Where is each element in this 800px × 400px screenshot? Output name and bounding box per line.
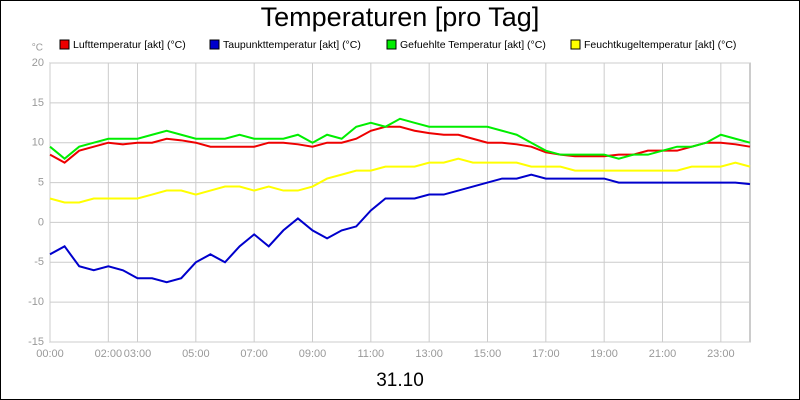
y-tick-label: -10 [28,296,44,308]
series-line [49,173,751,284]
subtitle: 31.10 [376,370,424,391]
x-tick-label: 05:00 [182,348,210,360]
legend-label: Gefuehlte Temperatur [akt] (°C) [400,39,546,51]
y-tick-label: 5 [38,176,44,188]
legend-label: Taupunkttemperatur [akt] (°C) [223,39,361,51]
series-line [49,117,751,160]
y-tick-label: -5 [34,256,44,268]
y-tick-label: -15 [28,336,44,348]
x-tick-label: 00:00 [36,348,64,360]
legend-swatch [570,39,581,50]
plot-area [49,62,751,343]
x-tick-label: 11:00 [357,348,384,360]
x-tick-label: 09:00 [299,348,327,360]
legend-swatch [59,39,70,50]
x-tick-label: 13:00 [415,348,443,360]
x-tick-label: 17:00 [532,348,560,360]
series-line [49,157,751,204]
legend-swatch [209,39,220,50]
x-tick-label: 19:00 [590,348,618,360]
y-tick-label: 10 [32,137,44,149]
y-tick-label: 15 [32,97,44,109]
y-tick-label: 0 [38,216,44,228]
x-tick-label: 03:00 [124,348,152,360]
legend-swatch [386,39,397,50]
x-tick-label: 02:00 [95,348,123,360]
x-tick-label: 23:00 [707,348,735,360]
x-tick-label: 07:00 [240,348,268,360]
chart-title: Temperaturen [pro Tag] [261,2,540,32]
y-axis-label: °C [32,43,43,54]
y-tick-label: 20 [32,57,44,69]
x-tick-label: 15:00 [474,348,502,360]
legend-label: Lufttemperatur [akt] (°C) [73,39,186,51]
legend-label: Feuchtkugeltemperatur [akt] (°C) [584,39,736,51]
x-tick-label: 21:00 [649,348,677,360]
